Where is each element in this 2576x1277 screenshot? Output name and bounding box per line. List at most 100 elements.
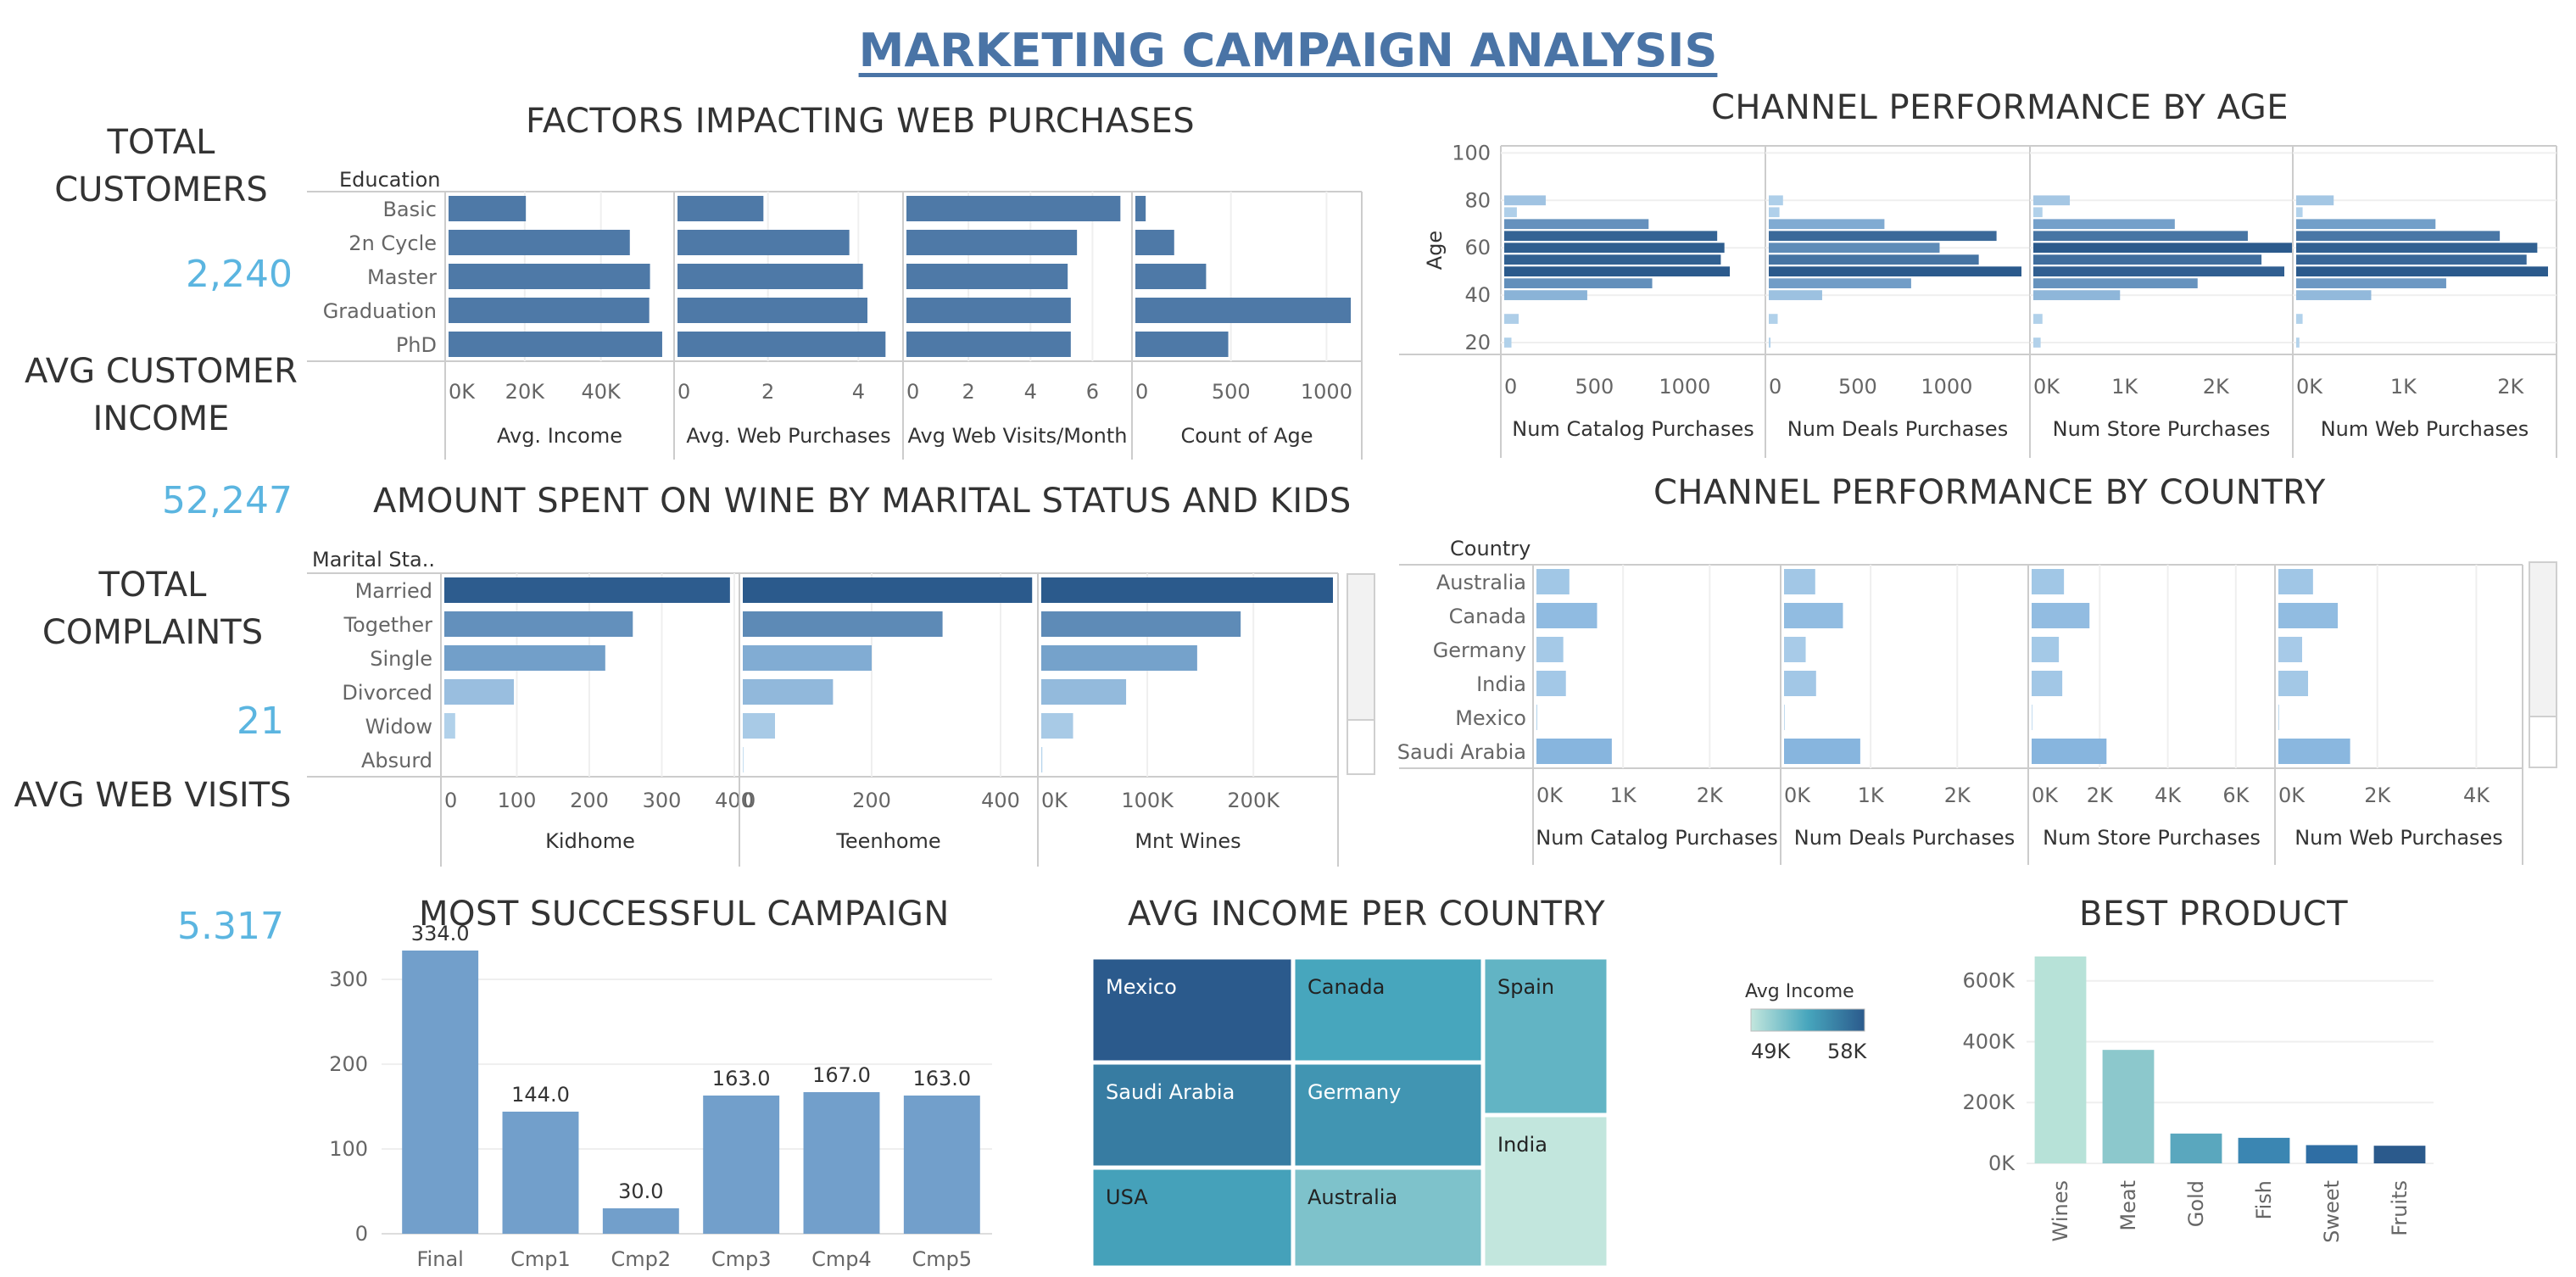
product-y-tick: 0K — [1988, 1152, 2016, 1175]
channel_country-bar — [2032, 637, 2060, 662]
product-category-label: Fruits — [2388, 1180, 2412, 1236]
channel-country-title: CHANNEL PERFORMANCE BY COUNTRY — [1653, 473, 2326, 512]
channel-age-y-tick: 60 — [1464, 236, 1491, 259]
treemap-cell — [1292, 956, 1484, 1063]
channel_country-bar — [2032, 603, 2090, 628]
channel_country-tick-label: 2K — [1697, 783, 1724, 807]
channel-age-bar — [1769, 207, 1780, 218]
web_factors-category-label: Basic — [382, 198, 437, 221]
web_factors-axis-title: Avg. Web Purchases — [686, 424, 890, 448]
web_factors-tick-label: 0K — [449, 380, 476, 404]
wine-scrollbar-thumb[interactable] — [1348, 719, 1374, 773]
channel_country-row-header: Country — [1450, 537, 1531, 560]
wine-bar — [743, 679, 834, 705]
country-scrollbar-thumb[interactable] — [2530, 716, 2556, 767]
channel-age-tick-label: 0K — [2033, 375, 2060, 399]
channel_country-axis-title: Num Catalog Purchases — [1536, 826, 1777, 850]
product-title: BEST PRODUCT — [2079, 895, 2349, 934]
channel_country-tick-label: 0K — [2278, 783, 2306, 807]
campaign-value-label: 30.0 — [618, 1179, 663, 1203]
channel-age-bar — [1769, 314, 1778, 324]
channel-age-bar — [2296, 207, 2303, 218]
campaign-category-label: Cmp1 — [510, 1247, 571, 1271]
product-category-label: Sweet — [2320, 1180, 2344, 1243]
web_factors-bar — [449, 230, 630, 255]
web_factors-bar — [677, 298, 867, 323]
web_factors-tick-label: 4 — [1024, 380, 1037, 404]
product-category-label: Fish — [2252, 1180, 2276, 1219]
wine-tick-label: 100K — [1121, 789, 1174, 812]
channel_country-category-label: Australia — [1436, 571, 1526, 594]
channel-age-bar — [1769, 266, 2021, 277]
channel_country-bar — [1536, 705, 1538, 730]
avg-income-value: 52,247 — [162, 479, 293, 522]
wine-category-label: Divorced — [342, 681, 432, 705]
web_factors-tick-label: 500 — [1212, 380, 1251, 404]
channel_country-category-label: Mexico — [1455, 706, 1526, 730]
product-bar — [2170, 1133, 2222, 1163]
channel_country-bar — [2278, 705, 2279, 730]
channel-age-bar — [2033, 278, 2198, 288]
treemap-cell-label: Spain — [1497, 975, 1554, 999]
web_factors-bar — [906, 332, 1071, 357]
wine-bar — [1041, 747, 1043, 772]
campaign-y-tick: 200 — [329, 1052, 368, 1076]
campaign-category-label: Cmp4 — [811, 1247, 872, 1271]
wine-tick-label: 0 — [444, 789, 457, 812]
wine-tick-label: 400 — [715, 789, 754, 812]
channel_country-bar — [1536, 637, 1564, 662]
channel_country-bar — [1784, 705, 1785, 730]
channel-age-tick-label: 500 — [1575, 375, 1614, 399]
channel-age-tick-label: 2K — [2203, 375, 2230, 399]
channel-age-bar — [1504, 266, 1731, 277]
channel_country-tick-label: 0K — [1784, 783, 1811, 807]
channel-age-y-tick: 40 — [1464, 283, 1491, 307]
channel_country-tick-label: 1K — [1610, 783, 1637, 807]
channel_country-bar — [2032, 739, 2107, 764]
wine-bar — [444, 577, 730, 603]
wine-bar — [444, 645, 605, 671]
web_factors-bar — [449, 332, 662, 357]
channel-age-bar — [2033, 219, 2175, 230]
channel-age-bar — [1769, 195, 1783, 206]
web_factors-tick-label: 6 — [1086, 380, 1099, 404]
wine-category-label: Widow — [365, 715, 432, 739]
wine-tick-label: 200K — [1227, 789, 1280, 812]
channel_country-axis-title: Num Deals Purchases — [1794, 826, 2015, 850]
product-y-tick: 400K — [1962, 1029, 2016, 1053]
channel-age-bar — [1769, 219, 1885, 230]
channel-age-bar — [1769, 243, 1940, 254]
campaign-value-label: 334.0 — [411, 922, 470, 945]
campaign-category-label: Cmp3 — [711, 1247, 772, 1271]
web_factors-bar — [1135, 196, 1146, 221]
channel-age-bar — [2033, 266, 2284, 277]
channel_country-bar — [2278, 569, 2313, 594]
channel-age-bar — [2296, 278, 2446, 288]
avg-web-visits-value: 5.317 — [177, 905, 284, 948]
wine-bar — [1041, 577, 1333, 603]
channel_country-bar — [1536, 569, 1570, 594]
treemap-cell-label: Mexico — [1106, 975, 1177, 999]
campaign-bar — [402, 951, 479, 1234]
channel-age-bar — [1504, 243, 1725, 254]
campaign-title: MOST SUCCESSFUL CAMPAIGN — [419, 895, 950, 934]
web_factors-tick-label: 0 — [1135, 380, 1148, 404]
channel-age-tick-label: 0 — [1769, 375, 1781, 399]
web_factors-tick-label: 1000 — [1301, 380, 1352, 404]
channel-age-bar — [2296, 290, 2372, 300]
web_factors-tick-label: 4 — [852, 380, 865, 404]
channel_country-bar — [1536, 739, 1612, 764]
channel-age-tick-label: 1000 — [1659, 375, 1710, 399]
treemap-cell-label: Saudi Arabia — [1106, 1080, 1235, 1104]
wine-scrollbar[interactable] — [1347, 573, 1375, 775]
wine-bar — [743, 713, 775, 739]
channel_country-tick-label: 4K — [2463, 783, 2490, 807]
channel-age-tick-label: 500 — [1838, 375, 1877, 399]
country-scrollbar[interactable] — [2529, 561, 2557, 768]
product-category-label: Meat — [2116, 1180, 2140, 1231]
wine-bar — [1041, 611, 1241, 637]
product-bar — [2373, 1146, 2426, 1163]
channel_country-bar — [2278, 603, 2339, 628]
campaign-y-tick: 0 — [355, 1222, 368, 1246]
web_factors-axis-title: Count of Age — [1180, 424, 1313, 448]
